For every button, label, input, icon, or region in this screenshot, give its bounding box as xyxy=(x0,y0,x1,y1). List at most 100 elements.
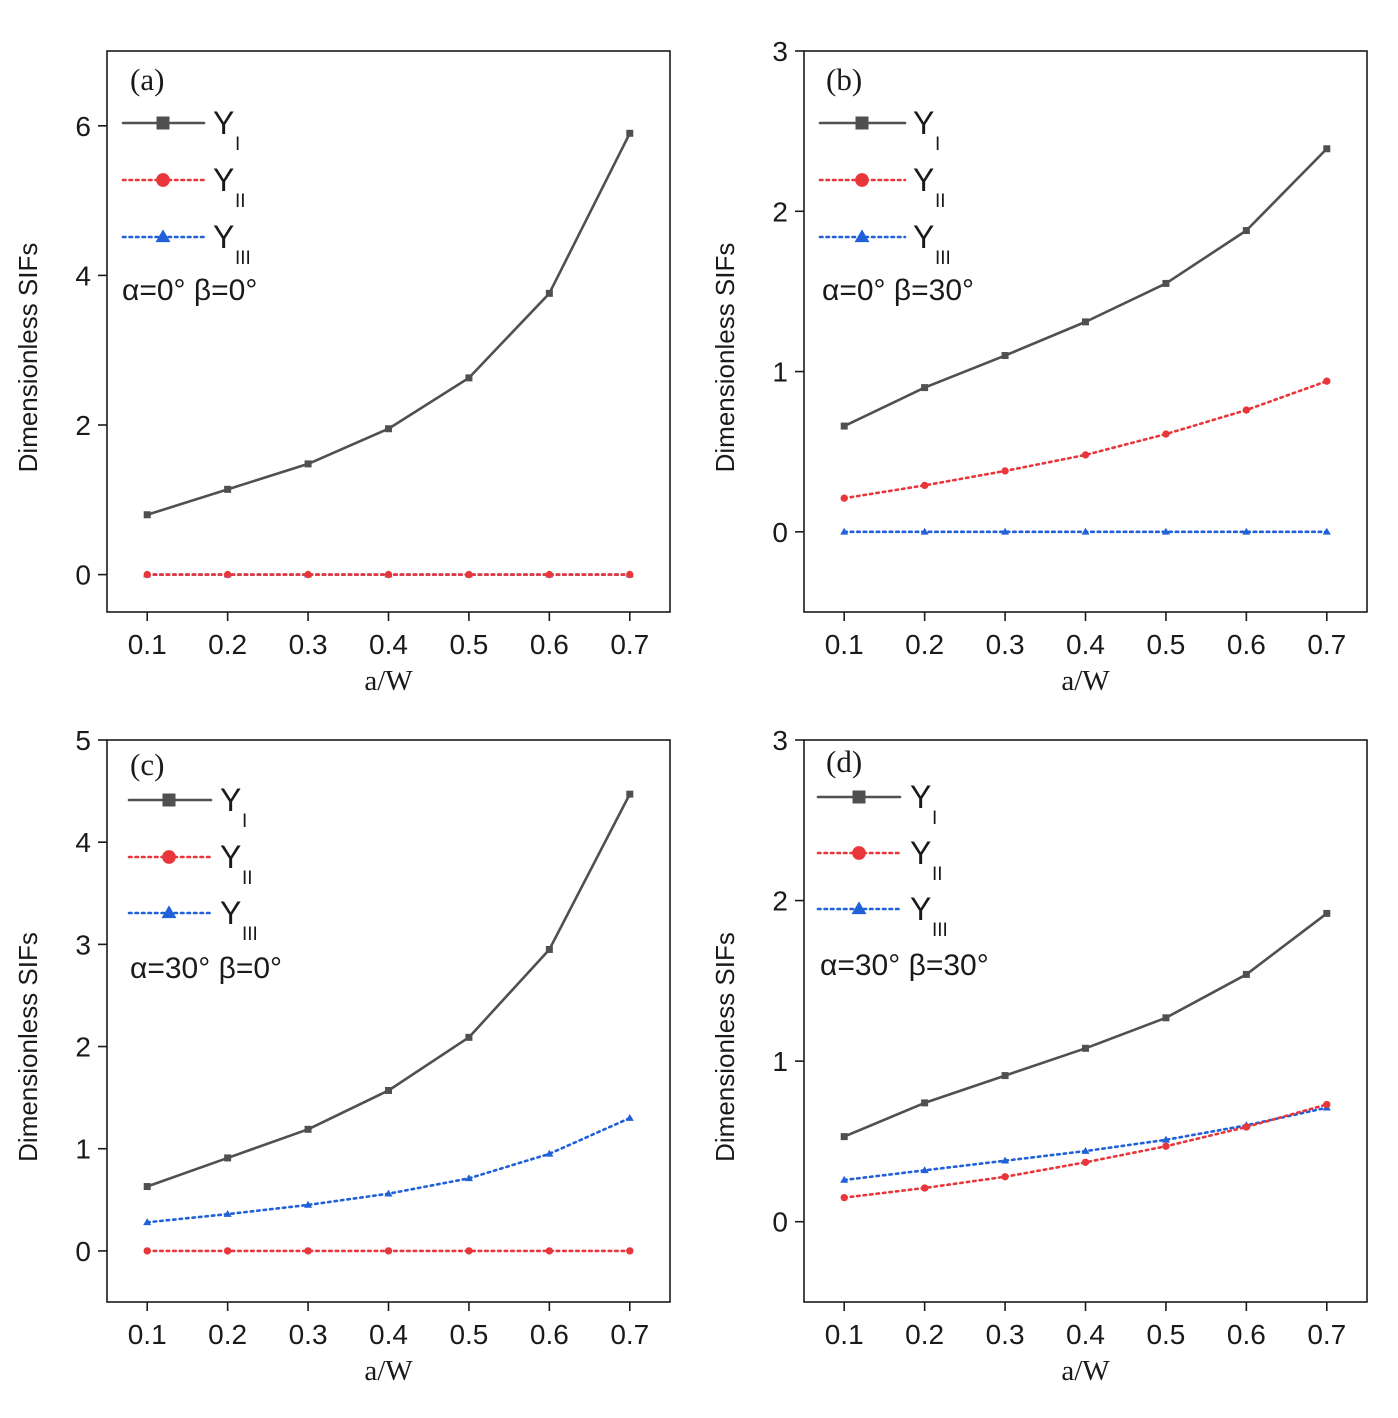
data-point xyxy=(1161,527,1170,535)
data-point xyxy=(464,1174,473,1182)
y-tick-label: 1 xyxy=(772,1046,788,1077)
data-point xyxy=(920,527,929,535)
x-tick-label: 0.4 xyxy=(1066,1319,1105,1350)
legend-entry: YI xyxy=(127,782,247,832)
data-point xyxy=(1323,1100,1331,1109)
series-YII xyxy=(840,1100,1331,1202)
legend-label: Y xyxy=(220,895,241,931)
y-axis-title: Dimensionless SIFs xyxy=(13,932,43,1162)
legend-label: Y xyxy=(913,162,934,198)
x-tick-label: 0.6 xyxy=(1227,1319,1266,1350)
data-point xyxy=(224,485,232,493)
x-tick-label: 0.7 xyxy=(1307,629,1346,660)
data-point xyxy=(1081,1146,1090,1154)
data-point xyxy=(545,945,553,953)
data-point xyxy=(840,494,848,502)
legend-marker xyxy=(852,790,866,804)
series-line xyxy=(145,1116,632,1224)
legend-marker xyxy=(851,901,867,915)
data-point xyxy=(1001,352,1009,360)
panel-label: (a) xyxy=(130,62,164,97)
legend-label: Y xyxy=(913,219,934,255)
series-line xyxy=(842,1106,1329,1182)
angle-annotation: α=0° β=0° xyxy=(122,274,257,307)
y-tick-label: 3 xyxy=(772,36,788,67)
data-point xyxy=(920,1166,929,1174)
legend-subscript: III xyxy=(242,924,258,945)
data-point xyxy=(1001,527,1010,535)
x-tick-label: 0.6 xyxy=(530,1319,569,1350)
data-point xyxy=(545,1149,554,1157)
chart-panel-4: 0 1 2 3 0.1 0.2 0.3 0.4 0.5 0.6 0.7 a/W Dimensionles… xyxy=(710,725,1368,1387)
data-point xyxy=(384,1247,393,1255)
legend-marker xyxy=(155,229,171,243)
angle-annotation: α=30° β=30° xyxy=(820,949,989,982)
data-point xyxy=(1242,1123,1251,1131)
data-point xyxy=(626,570,634,579)
chart-panel-1: 0 2 4 6 0.1 0.2 0.3 0.4 0.5 0.6 0.7 a/W Dimensionles… xyxy=(13,50,671,697)
data-point xyxy=(1162,430,1170,438)
data-point xyxy=(1001,467,1009,475)
y-tick-label: 1 xyxy=(772,357,788,388)
legend-marker xyxy=(161,905,177,919)
data-point xyxy=(840,527,849,535)
legend-subscript: I xyxy=(235,134,240,155)
legend-entry: YII xyxy=(121,162,246,212)
data-point xyxy=(143,1183,151,1191)
x-tick-label: 0.5 xyxy=(1146,629,1185,660)
data-point xyxy=(1162,279,1170,287)
y-tick-label: 4 xyxy=(75,260,91,291)
chart-panel-2: 0 1 2 3 0.1 0.2 0.3 0.4 0.5 0.6 0.7 a/W Dimensionles… xyxy=(710,36,1368,697)
x-axis-title: a/W xyxy=(364,1355,413,1387)
y-tick-label: 3 xyxy=(772,725,788,756)
data-point xyxy=(304,1200,313,1208)
y-tick-label: 2 xyxy=(772,196,788,227)
x-tick-label: 0.4 xyxy=(1066,629,1105,660)
y-axis-title: Dimensionless SIFs xyxy=(13,243,43,473)
data-point xyxy=(304,460,312,468)
data-point xyxy=(465,374,473,382)
panel-label: (b) xyxy=(826,62,862,97)
legend-label: Y xyxy=(220,839,241,875)
legend-subscript: I xyxy=(242,811,247,832)
data-point xyxy=(465,1247,473,1255)
data-point xyxy=(223,1247,232,1255)
x-tick-label: 0.5 xyxy=(1146,1319,1185,1350)
x-tick-label: 0.5 xyxy=(449,629,488,660)
x-tick-label: 0.7 xyxy=(610,629,649,660)
legend-subscript: III xyxy=(235,248,251,269)
series-YI xyxy=(840,145,1331,430)
data-point xyxy=(385,425,392,433)
data-point xyxy=(223,570,232,579)
legend-label: Y xyxy=(213,105,234,141)
legend-marker xyxy=(855,116,869,130)
legend-entry: YII xyxy=(818,162,946,212)
data-point xyxy=(1082,318,1089,326)
chart-panel-3: 0 1 2 3 4 5 0.1 0.2 0.3 0.4 0.5 0.6 0.7 a/W Dimensionl… xyxy=(13,725,671,1387)
x-tick-label: 0.2 xyxy=(208,629,247,660)
data-point xyxy=(1323,909,1331,917)
data-point xyxy=(1242,406,1251,414)
y-axis-title: Dimensionless SIFs xyxy=(710,243,740,473)
data-point xyxy=(840,422,848,430)
data-point xyxy=(143,1218,152,1226)
y-tick-label: 2 xyxy=(772,886,788,917)
x-tick-label: 0.4 xyxy=(369,629,408,660)
data-point xyxy=(143,511,151,519)
legend-label: Y xyxy=(910,891,931,927)
series-YI xyxy=(143,790,634,1191)
data-point xyxy=(625,1113,634,1121)
y-axis-title: Dimensionless SIFs xyxy=(710,932,740,1162)
series-YII xyxy=(143,570,634,579)
data-point xyxy=(1162,1142,1170,1150)
legend-entry: YI xyxy=(816,779,937,829)
data-point xyxy=(1081,527,1090,535)
legend-subscript: II xyxy=(935,191,946,212)
x-tick-label: 0.3 xyxy=(986,629,1025,660)
x-tick-label: 0.5 xyxy=(449,1319,488,1350)
legend-subscript: II xyxy=(932,864,943,885)
plot-frame xyxy=(803,739,1368,1303)
data-point xyxy=(1001,1072,1009,1080)
data-point xyxy=(384,1189,393,1197)
